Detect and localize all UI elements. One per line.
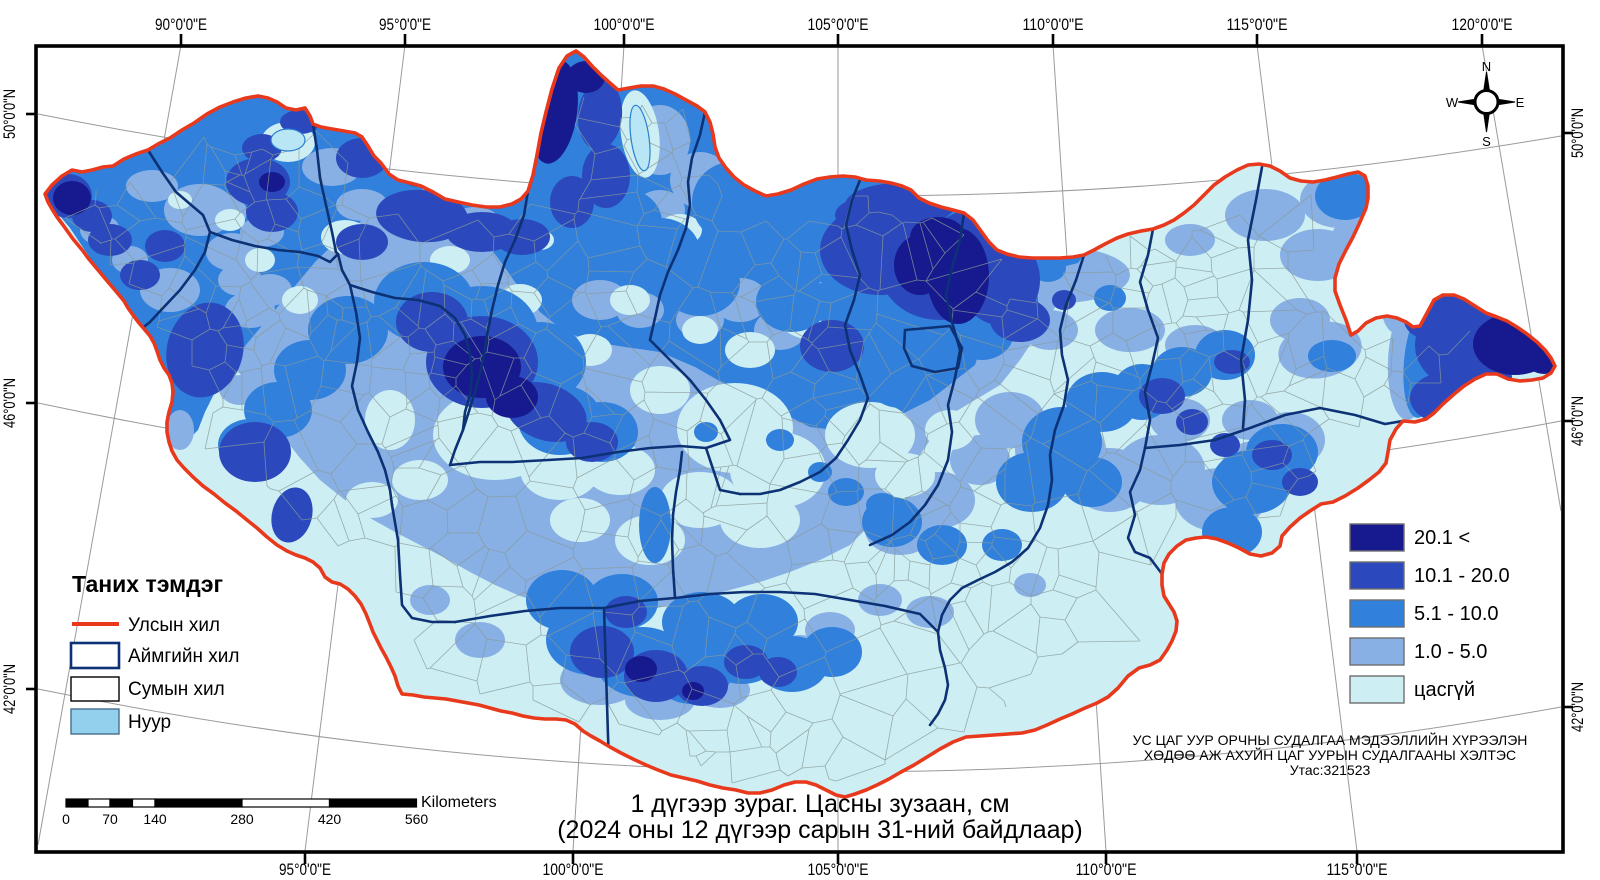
svg-text:420: 420 (318, 811, 342, 827)
svg-text:20.1 <: 20.1 < (1414, 527, 1470, 549)
svg-text:Аймгийн хил: Аймгийн хил (128, 646, 239, 667)
svg-text:Нуур: Нуур (128, 712, 171, 733)
svg-text:1.0 - 5.0: 1.0 - 5.0 (1414, 641, 1487, 663)
svg-text:90°0'0"E: 90°0'0"E (155, 15, 207, 34)
svg-text:110°0'0"E: 110°0'0"E (1023, 15, 1084, 34)
svg-text:1 дүгээр зураг. Цасны зузаан,: 1 дүгээр зураг. Цасны зузаан, см (630, 790, 1009, 818)
svg-text:0: 0 (62, 811, 70, 827)
svg-text:70: 70 (102, 811, 118, 827)
svg-text:50°0'0"N: 50°0'0"N (0, 89, 19, 139)
svg-text:100°0'0"E: 100°0'0"E (594, 15, 655, 34)
svg-text:95°0'0"E: 95°0'0"E (279, 860, 331, 879)
svg-text:42°0'0"N: 42°0'0"N (0, 664, 19, 714)
svg-text:46°0'0"N: 46°0'0"N (1568, 396, 1587, 446)
svg-text:цасгүй: цасгүй (1414, 679, 1475, 701)
svg-text:Kilometers: Kilometers (421, 794, 497, 811)
svg-text:S: S (1482, 134, 1491, 149)
svg-text:42°0'0"N: 42°0'0"N (1568, 682, 1587, 732)
svg-text:115°0'0"E: 115°0'0"E (1227, 15, 1288, 34)
svg-text:УС ЦАГ УУР ОРЧНЫ СУДАЛГАА МЭДЭ: УС ЦАГ УУР ОРЧНЫ СУДАЛГАА МЭДЭЭЛЛИЙН ХҮР… (1133, 731, 1528, 748)
svg-text:50°0'0"N: 50°0'0"N (1568, 108, 1587, 158)
svg-text:E: E (1516, 95, 1525, 110)
svg-text:280: 280 (230, 811, 254, 827)
svg-text:10.1 - 20.0: 10.1 - 20.0 (1414, 565, 1510, 587)
svg-text:140: 140 (143, 811, 167, 827)
svg-text:5.1 - 10.0: 5.1 - 10.0 (1414, 603, 1499, 625)
svg-text:46°0'0"N: 46°0'0"N (0, 378, 19, 428)
svg-text:560: 560 (405, 811, 429, 827)
svg-text:Сумын хил: Сумын хил (128, 679, 225, 700)
svg-text:110°0'0"E: 110°0'0"E (1076, 860, 1137, 879)
svg-text:ХӨДӨӨ АЖ АХУЙН ЦАГ УУРЫН СУДАЛ: ХӨДӨӨ АЖ АХУЙН ЦАГ УУРЫН СУДАЛГААНЫ ХЭЛТ… (1144, 746, 1516, 763)
svg-text:Таних тэмдэг: Таних тэмдэг (72, 571, 223, 597)
svg-text:105°0'0"E: 105°0'0"E (808, 860, 869, 879)
svg-text:Утас:321523: Утас:321523 (1290, 762, 1371, 778)
svg-text:W: W (1446, 95, 1459, 110)
svg-text:120°0'0"E: 120°0'0"E (1452, 15, 1513, 34)
svg-text:115°0'0"E: 115°0'0"E (1327, 860, 1388, 879)
svg-text:95°0'0"E: 95°0'0"E (379, 15, 431, 34)
svg-text:(2024 оны 12 дүгээр сарын 31-н: (2024 оны 12 дүгээр сарын 31-ний байдлаа… (557, 816, 1083, 844)
svg-text:105°0'0"E: 105°0'0"E (808, 15, 869, 34)
svg-text:100°0'0"E: 100°0'0"E (543, 860, 604, 879)
svg-text:N: N (1482, 59, 1491, 74)
svg-text:Улсын хил: Улсын хил (128, 615, 220, 636)
